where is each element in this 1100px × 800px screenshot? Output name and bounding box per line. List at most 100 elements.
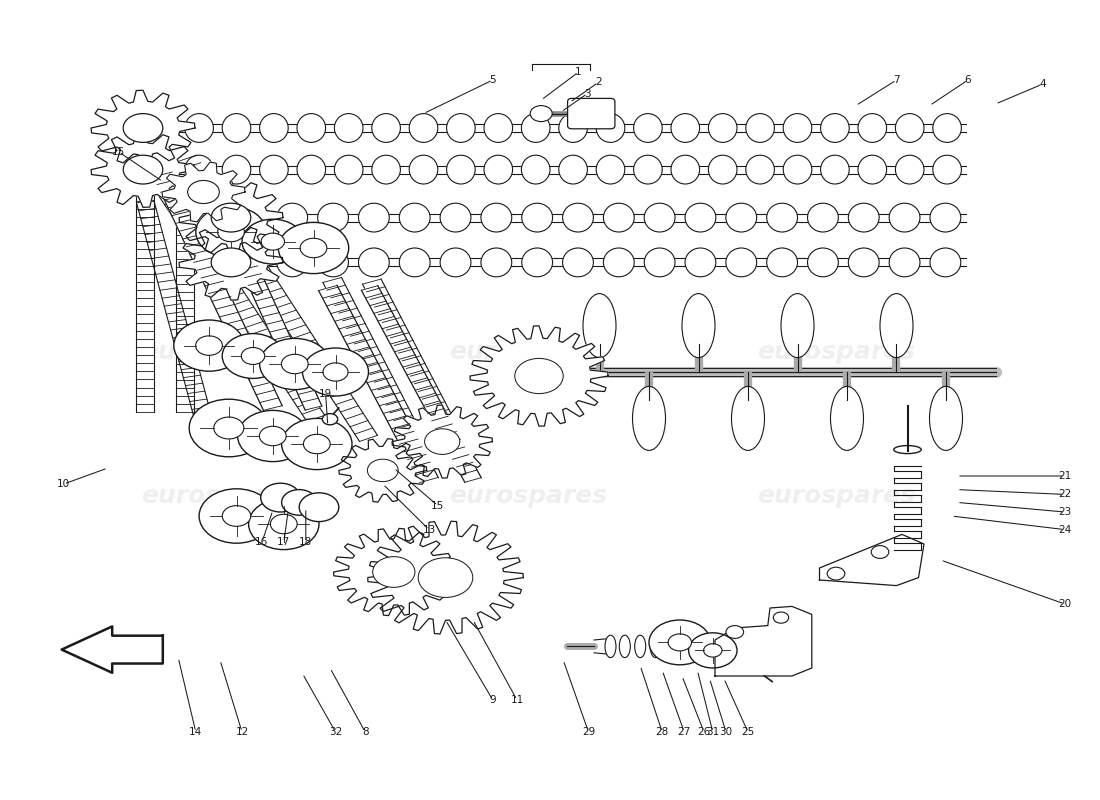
Ellipse shape: [781, 294, 814, 358]
Ellipse shape: [821, 114, 849, 142]
Ellipse shape: [399, 248, 430, 277]
Circle shape: [213, 417, 244, 439]
Ellipse shape: [440, 203, 471, 232]
Ellipse shape: [559, 155, 587, 184]
Circle shape: [668, 634, 692, 651]
Ellipse shape: [930, 386, 962, 450]
Ellipse shape: [708, 114, 737, 142]
Circle shape: [123, 155, 163, 184]
Circle shape: [418, 558, 473, 598]
Text: eurospares: eurospares: [449, 340, 607, 364]
Ellipse shape: [372, 155, 400, 184]
Ellipse shape: [277, 203, 308, 232]
Text: 15: 15: [112, 147, 125, 157]
Ellipse shape: [635, 635, 646, 658]
Circle shape: [174, 320, 244, 371]
Text: 25: 25: [741, 727, 755, 737]
Ellipse shape: [521, 155, 550, 184]
Polygon shape: [339, 438, 427, 502]
Circle shape: [278, 222, 349, 274]
Text: 31: 31: [706, 727, 719, 737]
Text: 8: 8: [362, 727, 369, 737]
Polygon shape: [62, 626, 163, 673]
Ellipse shape: [318, 248, 349, 277]
Ellipse shape: [650, 635, 661, 658]
Ellipse shape: [559, 114, 587, 142]
Ellipse shape: [521, 114, 550, 142]
Circle shape: [300, 238, 327, 258]
Ellipse shape: [604, 248, 635, 277]
Ellipse shape: [583, 294, 616, 358]
Circle shape: [199, 489, 274, 543]
Ellipse shape: [481, 203, 512, 232]
Circle shape: [211, 203, 251, 232]
Ellipse shape: [297, 155, 326, 184]
Ellipse shape: [632, 386, 666, 450]
Circle shape: [196, 206, 266, 258]
Ellipse shape: [933, 155, 961, 184]
Polygon shape: [136, 155, 339, 443]
Circle shape: [261, 233, 285, 250]
Ellipse shape: [372, 114, 400, 142]
Circle shape: [271, 514, 297, 534]
Ellipse shape: [222, 114, 251, 142]
Text: 11: 11: [510, 695, 524, 705]
Polygon shape: [179, 180, 283, 255]
Ellipse shape: [685, 248, 716, 277]
Circle shape: [299, 493, 339, 522]
Polygon shape: [319, 286, 438, 482]
Ellipse shape: [880, 294, 913, 358]
Polygon shape: [323, 278, 436, 466]
Ellipse shape: [671, 114, 700, 142]
Text: 20: 20: [1058, 599, 1071, 609]
Ellipse shape: [930, 248, 960, 277]
Circle shape: [530, 106, 552, 122]
Text: 17: 17: [277, 538, 290, 547]
Circle shape: [261, 483, 300, 512]
Ellipse shape: [645, 248, 675, 277]
Text: 10: 10: [57, 479, 70, 489]
Text: 18: 18: [299, 538, 312, 547]
Ellipse shape: [848, 248, 879, 277]
Circle shape: [188, 181, 219, 203]
Ellipse shape: [889, 203, 920, 232]
Ellipse shape: [481, 248, 512, 277]
Ellipse shape: [893, 446, 922, 454]
Circle shape: [242, 219, 304, 264]
Circle shape: [689, 633, 737, 668]
Ellipse shape: [447, 114, 475, 142]
Ellipse shape: [634, 114, 662, 142]
Ellipse shape: [334, 114, 363, 142]
Circle shape: [367, 459, 398, 482]
Text: 4: 4: [1040, 79, 1046, 89]
Polygon shape: [820, 534, 924, 586]
Circle shape: [222, 334, 284, 378]
Ellipse shape: [682, 294, 715, 358]
Text: 22: 22: [1058, 490, 1071, 499]
Circle shape: [211, 248, 251, 277]
Polygon shape: [715, 606, 812, 676]
Ellipse shape: [895, 155, 924, 184]
Ellipse shape: [409, 155, 438, 184]
Ellipse shape: [930, 203, 960, 232]
Ellipse shape: [848, 203, 879, 232]
Text: eurospares: eurospares: [449, 484, 607, 508]
Text: 28: 28: [656, 727, 669, 737]
Polygon shape: [153, 172, 283, 410]
Text: 14: 14: [189, 727, 202, 737]
Text: 27: 27: [678, 727, 691, 737]
Ellipse shape: [297, 114, 326, 142]
Ellipse shape: [236, 203, 267, 232]
Ellipse shape: [562, 203, 593, 232]
Ellipse shape: [562, 248, 593, 277]
Circle shape: [282, 354, 308, 374]
Text: 7: 7: [893, 75, 900, 85]
Ellipse shape: [596, 114, 625, 142]
Circle shape: [249, 498, 319, 550]
Text: 1: 1: [575, 67, 582, 77]
Circle shape: [282, 490, 317, 515]
Polygon shape: [198, 172, 322, 410]
Polygon shape: [176, 203, 194, 412]
Circle shape: [649, 620, 711, 665]
Ellipse shape: [409, 114, 438, 142]
